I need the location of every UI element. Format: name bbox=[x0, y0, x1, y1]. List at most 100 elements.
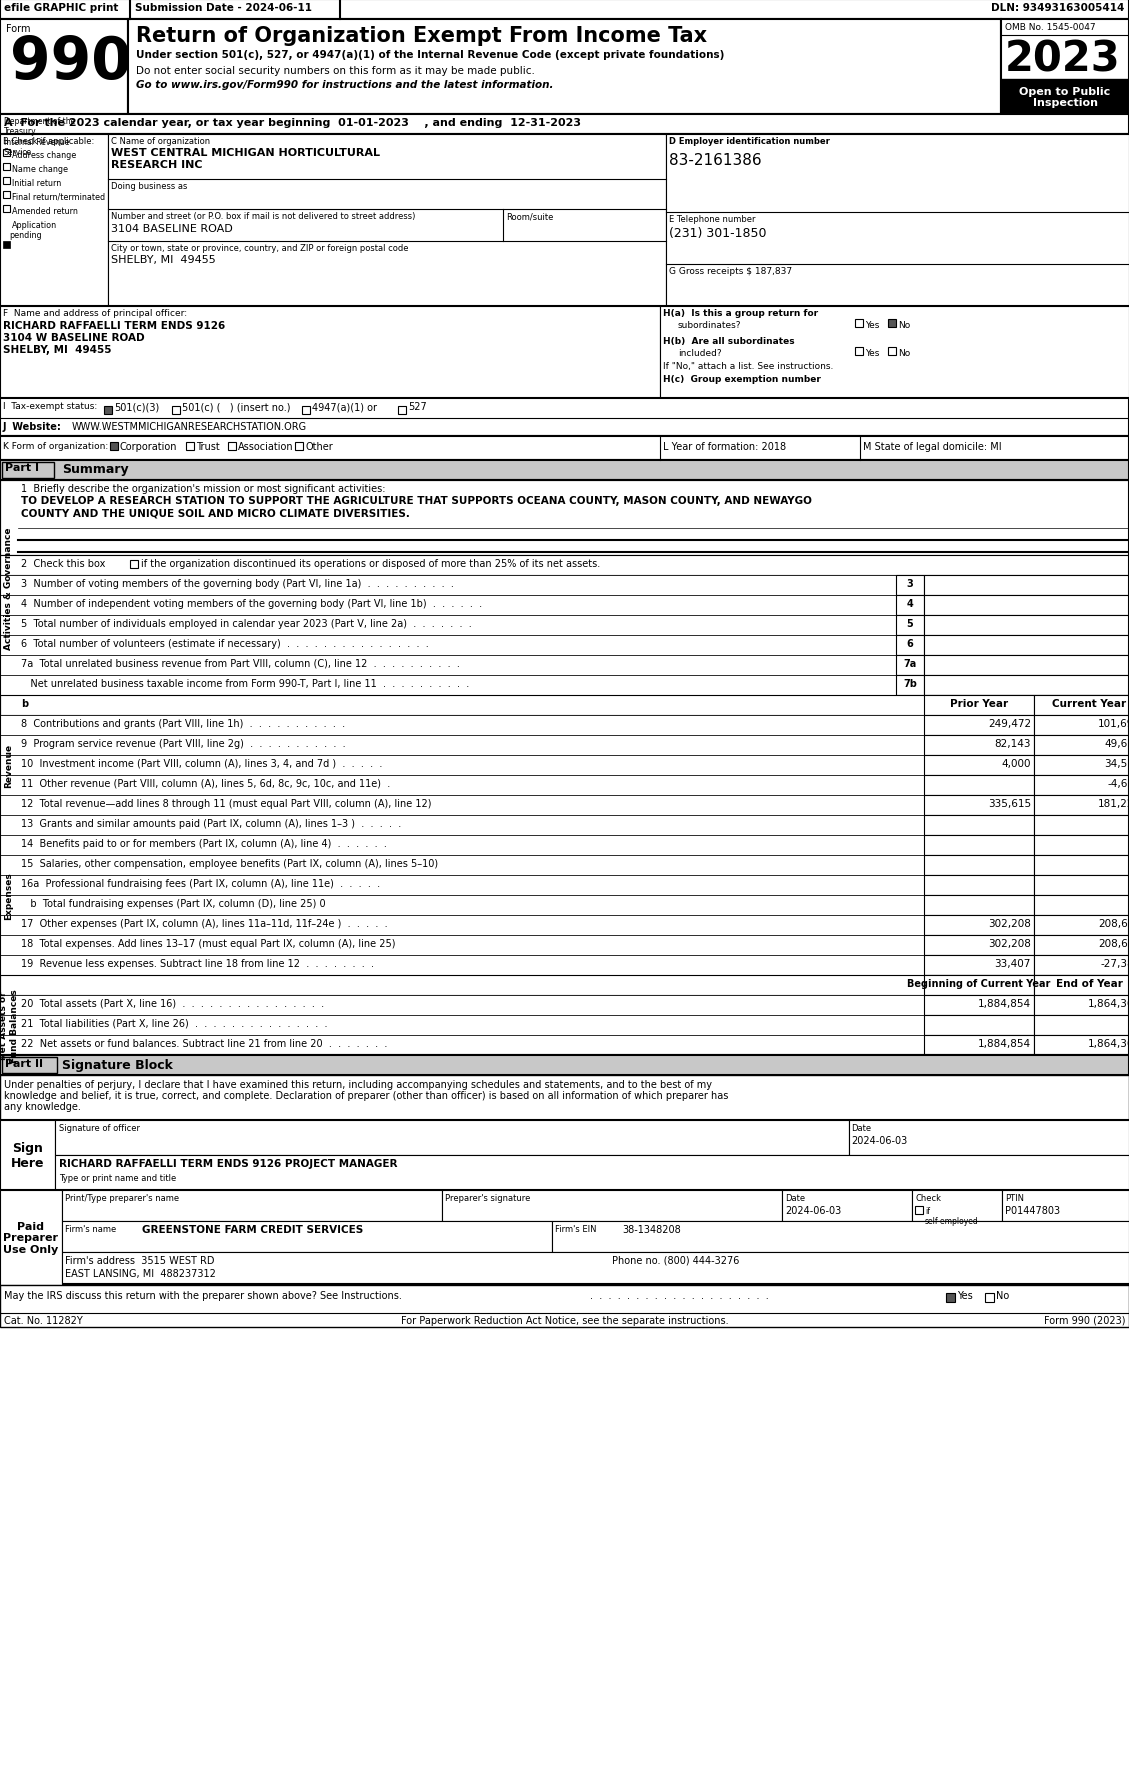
Text: GREENSTONE FARM CREDIT SERVICES: GREENSTONE FARM CREDIT SERVICES bbox=[142, 1224, 364, 1235]
Text: any knowledge.: any knowledge. bbox=[5, 1101, 81, 1112]
Bar bbox=[0, 307, 1129, 399]
Text: 10  Investment income (Part VIII, column (A), lines 3, 4, and 7d )  .  .  .  .  : 10 Investment income (Part VIII, column … bbox=[21, 759, 383, 768]
Bar bbox=[0, 1121, 1129, 1190]
Bar bbox=[0, 481, 1129, 556]
Text: Form 990 (2023): Form 990 (2023) bbox=[1043, 1315, 1124, 1326]
Text: SHELBY, MI  49455: SHELBY, MI 49455 bbox=[3, 344, 112, 355]
Text: 208,611: 208,611 bbox=[1099, 918, 1129, 928]
Text: Type or print name and title: Type or print name and title bbox=[59, 1173, 176, 1181]
Text: A  For the 2023 calendar year, or tax year beginning  01-01-2023    , and ending: A For the 2023 calendar year, or tax yea… bbox=[5, 118, 581, 128]
Bar bbox=[924, 855, 1034, 875]
Bar bbox=[0, 1121, 55, 1190]
Bar bbox=[1034, 975, 1129, 996]
Text: 16a  Professional fundraising fees (Part IX, column (A), line 11e)  .  .  .  .  : 16a Professional fundraising fees (Part … bbox=[21, 879, 380, 889]
Bar bbox=[228, 442, 236, 451]
Bar bbox=[0, 0, 1129, 20]
Text: 181,228: 181,228 bbox=[1097, 798, 1129, 809]
Bar bbox=[924, 656, 1129, 675]
Text: Under section 501(c), 527, or 4947(a)(1) of the Internal Revenue Code (except pr: Under section 501(c), 527, or 4947(a)(1)… bbox=[135, 50, 725, 61]
Text: 20  Total assets (Part X, line 16)  .  .  .  .  .  .  .  .  .  .  .  .  .  .  . : 20 Total assets (Part X, line 16) . . . … bbox=[21, 998, 324, 1009]
Bar bbox=[924, 576, 1129, 595]
Text: 4: 4 bbox=[907, 599, 913, 609]
Text: Go to www.irs.gov/Form990 for instructions and the latest information.: Go to www.irs.gov/Form990 for instructio… bbox=[135, 80, 553, 89]
Text: Part I: Part I bbox=[5, 463, 40, 472]
Bar bbox=[924, 716, 1034, 736]
Text: (231) 301-1850: (231) 301-1850 bbox=[669, 226, 767, 241]
Text: 7b: 7b bbox=[903, 679, 917, 688]
Text: 82,143: 82,143 bbox=[995, 738, 1031, 748]
Text: 17  Other expenses (Part IX, column (A), lines 11a–11d, 11f–24e )  .  .  .  .  .: 17 Other expenses (Part IX, column (A), … bbox=[21, 918, 387, 928]
Bar bbox=[0, 996, 924, 1016]
Text: Return of Organization Exempt From Income Tax: Return of Organization Exempt From Incom… bbox=[135, 27, 707, 46]
Bar bbox=[0, 556, 1129, 576]
Bar bbox=[0, 576, 1129, 595]
Text: Check: Check bbox=[914, 1194, 940, 1203]
Bar bbox=[896, 595, 924, 615]
Bar bbox=[0, 307, 660, 399]
Bar bbox=[924, 896, 1034, 916]
Text: 8  Contributions and grants (Part VIII, line 1h)  .  .  .  .  .  .  .  .  .  .  : 8 Contributions and grants (Part VIII, l… bbox=[21, 718, 345, 729]
Bar bbox=[399, 406, 406, 415]
Bar bbox=[855, 347, 863, 356]
Text: Yes: Yes bbox=[865, 321, 879, 330]
Text: 527: 527 bbox=[408, 401, 427, 412]
Bar bbox=[924, 775, 1034, 795]
Bar bbox=[0, 716, 924, 736]
Text: Signature of officer: Signature of officer bbox=[59, 1123, 140, 1132]
Bar bbox=[0, 20, 128, 114]
Bar bbox=[62, 1221, 552, 1253]
Text: No: No bbox=[898, 321, 910, 330]
Bar bbox=[2, 463, 54, 479]
Bar bbox=[924, 836, 1034, 855]
Text: RICHARD RAFFAELLI TERM ENDS 9126 PROJECT MANAGER: RICHARD RAFFAELLI TERM ENDS 9126 PROJECT… bbox=[59, 1158, 397, 1169]
Bar bbox=[924, 996, 1034, 1016]
Bar bbox=[1034, 1016, 1129, 1035]
Text: b: b bbox=[21, 699, 28, 709]
Text: Open to Public
Inspection: Open to Public Inspection bbox=[1019, 87, 1111, 109]
Text: Under penalties of perjury, I declare that I have examined this return, includin: Under penalties of perjury, I declare th… bbox=[5, 1080, 712, 1089]
Bar bbox=[924, 795, 1034, 816]
Bar bbox=[3, 150, 10, 157]
Bar bbox=[924, 936, 1034, 955]
Bar bbox=[0, 936, 924, 955]
Bar bbox=[924, 1016, 1034, 1035]
Bar bbox=[0, 114, 1129, 135]
Bar bbox=[924, 695, 1034, 716]
Bar bbox=[924, 1035, 1034, 1055]
Bar bbox=[1034, 855, 1129, 875]
Bar bbox=[0, 816, 924, 836]
Bar bbox=[924, 595, 1129, 615]
Text: if
self-employed: if self-employed bbox=[925, 1206, 979, 1226]
Text: 14  Benefits paid to or for members (Part IX, column (A), line 4)  .  .  .  .  .: 14 Benefits paid to or for members (Part… bbox=[21, 839, 387, 848]
Text: pending: pending bbox=[9, 232, 42, 241]
Bar bbox=[0, 855, 924, 875]
Text: Date: Date bbox=[851, 1123, 872, 1132]
Text: Firm's address  3515 WEST RD: Firm's address 3515 WEST RD bbox=[65, 1255, 215, 1265]
Text: 3104 BASELINE ROAD: 3104 BASELINE ROAD bbox=[111, 225, 233, 233]
Bar bbox=[1034, 955, 1129, 975]
Text: B Check if applicable:: B Check if applicable: bbox=[3, 137, 94, 146]
Text: 22  Net assets or fund balances. Subtract line 21 from line 20  .  .  .  .  .  .: 22 Net assets or fund balances. Subtract… bbox=[21, 1039, 387, 1048]
Text: For Paperwork Reduction Act Notice, see the separate instructions.: For Paperwork Reduction Act Notice, see … bbox=[401, 1315, 728, 1326]
Text: Association: Association bbox=[238, 442, 294, 453]
Text: 49,626: 49,626 bbox=[1104, 738, 1129, 748]
Text: Number and street (or P.O. box if mail is not delivered to street address): Number and street (or P.O. box if mail i… bbox=[111, 212, 415, 221]
Bar bbox=[128, 20, 1001, 114]
Text: Paid
Preparer
Use Only: Paid Preparer Use Only bbox=[3, 1221, 59, 1255]
Text: H(b)  Are all subordinates: H(b) Are all subordinates bbox=[663, 337, 795, 346]
Bar bbox=[1034, 816, 1129, 836]
Bar bbox=[110, 442, 119, 451]
Bar bbox=[896, 636, 924, 656]
Text: 1,884,854: 1,884,854 bbox=[978, 998, 1031, 1009]
Bar bbox=[924, 816, 1034, 836]
Bar bbox=[1003, 1190, 1129, 1221]
Text: RICHARD RAFFAELLI TERM ENDS 9126: RICHARD RAFFAELLI TERM ENDS 9126 bbox=[3, 321, 226, 331]
Text: WEST CENTRAL MICHIGAN HORTICULTURAL: WEST CENTRAL MICHIGAN HORTICULTURAL bbox=[111, 148, 380, 159]
Bar bbox=[924, 636, 1129, 656]
Text: Activities & Governance: Activities & Governance bbox=[5, 527, 14, 649]
Bar bbox=[782, 1190, 912, 1221]
Bar bbox=[0, 975, 1129, 996]
Text: J  Website:: J Website: bbox=[3, 422, 62, 431]
Text: knowledge and belief, it is true, correct, and complete. Declaration of preparer: knowledge and belief, it is true, correc… bbox=[5, 1091, 728, 1099]
Bar bbox=[0, 875, 924, 896]
